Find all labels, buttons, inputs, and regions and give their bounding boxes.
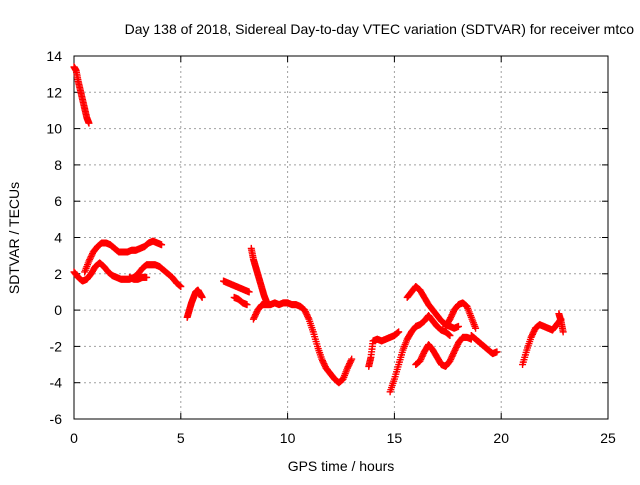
data-point <box>158 241 166 249</box>
chart-title: Day 138 of 2018, Sidereal Day-to-day VTE… <box>125 21 635 37</box>
data-point <box>198 293 206 301</box>
y-axis-label: SDTVAR / TECUs <box>6 182 22 294</box>
data-point <box>472 324 480 332</box>
y-tick-label: 8 <box>54 157 62 173</box>
data-point <box>243 301 251 309</box>
x-tick-label: 5 <box>177 430 185 446</box>
y-tick-label: 4 <box>54 230 62 246</box>
series-arc-7 <box>230 293 251 309</box>
data-point <box>85 119 93 127</box>
series-arc-1 <box>70 63 93 127</box>
series-arc-17 <box>555 310 567 336</box>
data-points <box>70 63 567 396</box>
data-point <box>559 328 567 336</box>
data-point <box>446 332 454 340</box>
data-point <box>347 357 355 365</box>
y-tick-label: -6 <box>50 411 63 427</box>
series-arc-16 <box>519 315 565 369</box>
series-arc-12 <box>403 283 462 332</box>
data-point <box>395 328 403 336</box>
y-tick-label: 2 <box>54 266 62 282</box>
data-point <box>348 355 356 363</box>
series-arc-3 <box>81 237 166 276</box>
series-arc-11 <box>386 312 454 396</box>
series-arc-5 <box>183 286 206 321</box>
x-tick-label: 15 <box>387 430 403 446</box>
data-point <box>245 288 253 296</box>
y-tick-label: 10 <box>46 121 62 137</box>
series-arc-2 <box>70 259 185 291</box>
y-tick-label: 0 <box>54 302 62 318</box>
x-tick-label: 10 <box>280 430 296 446</box>
x-tick-label: 20 <box>493 430 509 446</box>
series-arc-13 <box>412 333 475 370</box>
series-arc-15 <box>467 332 501 358</box>
series-arc-8 <box>247 244 270 305</box>
grid <box>74 56 608 419</box>
x-tick-label: 25 <box>600 430 616 446</box>
series-arc-14 <box>442 299 480 332</box>
x-axis-label: GPS time / hours <box>288 458 395 474</box>
axis-ticks <box>73 55 609 420</box>
x-tick-label: 0 <box>70 430 78 446</box>
data-point <box>454 322 462 330</box>
data-point <box>493 348 501 356</box>
y-tick-label: 6 <box>54 193 62 209</box>
series-arc-6 <box>220 277 253 296</box>
y-tick-label: -2 <box>50 338 63 354</box>
series-arc-9 <box>249 299 356 387</box>
series-arc-10 <box>365 328 403 370</box>
y-tick-labels: -6 -4 -2 0 2 4 6 8 10 12 14 <box>46 48 62 427</box>
x-tick-labels: 0 5 10 15 20 25 <box>70 430 616 446</box>
y-tick-label: -4 <box>50 375 63 391</box>
y-tick-label: 14 <box>46 48 62 64</box>
data-point <box>304 314 312 322</box>
series-arc-4 <box>126 273 151 283</box>
data-point <box>143 273 151 281</box>
y-tick-label: 12 <box>46 84 62 100</box>
data-point <box>177 283 185 291</box>
